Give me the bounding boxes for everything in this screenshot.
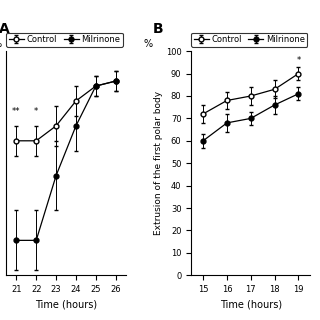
Text: A: A [0,22,10,36]
Text: *: * [34,107,38,116]
Text: %: % [144,39,153,49]
Text: *: * [296,56,300,65]
X-axis label: Time (hours): Time (hours) [220,300,282,309]
Text: **: ** [12,107,20,116]
Text: %: % [0,39,2,49]
Text: B: B [153,22,164,36]
X-axis label: Time (hours): Time (hours) [35,300,97,309]
Y-axis label: Extrusion of the first polar body: Extrusion of the first polar body [154,91,163,235]
Legend: Control, Milrinone: Control, Milrinone [6,33,123,47]
Legend: Control, Milrinone: Control, Milrinone [191,33,307,47]
